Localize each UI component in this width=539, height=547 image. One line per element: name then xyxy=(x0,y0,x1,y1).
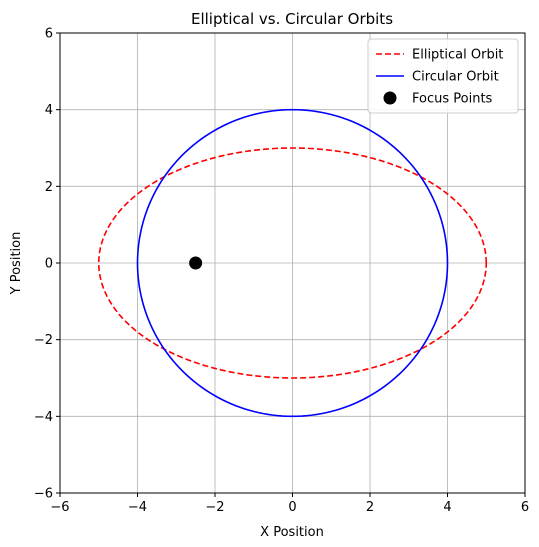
y-tick-label: 0 xyxy=(45,257,53,272)
y-tick-label: −2 xyxy=(34,333,53,348)
x-tick-label: 2 xyxy=(366,500,374,515)
ticks: −6 −4 −2 0 2 4 6 −6 −4 −2 0 2 4 6 xyxy=(34,27,529,516)
y-tick-label: 6 xyxy=(45,27,53,42)
circular-orbit-line xyxy=(136,108,449,418)
x-axis-label: X Position xyxy=(260,525,324,540)
legend-entry-label: Elliptical Orbit xyxy=(412,48,503,63)
y-tick-label: 4 xyxy=(45,103,53,118)
y-axis-label: Y Position xyxy=(9,232,24,296)
y-tick-label: 2 xyxy=(45,180,53,195)
chart-title: Elliptical vs. Circular Orbits xyxy=(191,10,393,28)
y-tick-label: −6 xyxy=(34,487,53,502)
legend-box xyxy=(367,38,519,114)
legend-entry-label: Circular Orbit xyxy=(412,70,499,85)
series-layer xyxy=(97,108,488,418)
focus-point-marker xyxy=(189,256,203,270)
legend-swatch-focus xyxy=(383,91,397,105)
x-tick-label: 4 xyxy=(443,500,451,515)
x-tick-label: −6 xyxy=(50,500,69,515)
x-tick-label: 0 xyxy=(288,500,296,515)
x-tick-label: 6 xyxy=(521,500,529,515)
x-tick-label: −2 xyxy=(205,500,224,515)
elliptical-orbit-line xyxy=(97,147,488,379)
legend: Elliptical Orbit Circular Orbit Focus Poin… xyxy=(367,38,519,114)
legend-entry-label: Focus Points xyxy=(412,92,493,107)
y-tick-label: −4 xyxy=(34,410,53,425)
x-tick-label: −4 xyxy=(128,500,147,515)
